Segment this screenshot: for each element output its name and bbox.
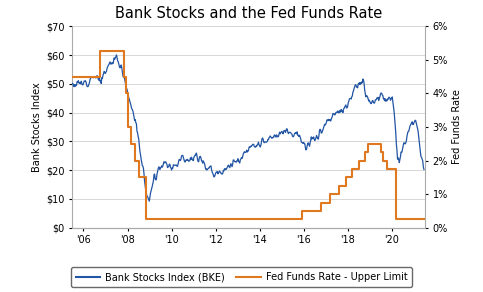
- Title: Bank Stocks and the Fed Funds Rate: Bank Stocks and the Fed Funds Rate: [115, 6, 383, 21]
- Legend: Bank Stocks Index (BKE), Fed Funds Rate - Upper Limit: Bank Stocks Index (BKE), Fed Funds Rate …: [71, 267, 412, 287]
- Y-axis label: Fed Funds Rate: Fed Funds Rate: [452, 90, 462, 164]
- Y-axis label: Bank Stocks Index: Bank Stocks Index: [32, 82, 42, 172]
